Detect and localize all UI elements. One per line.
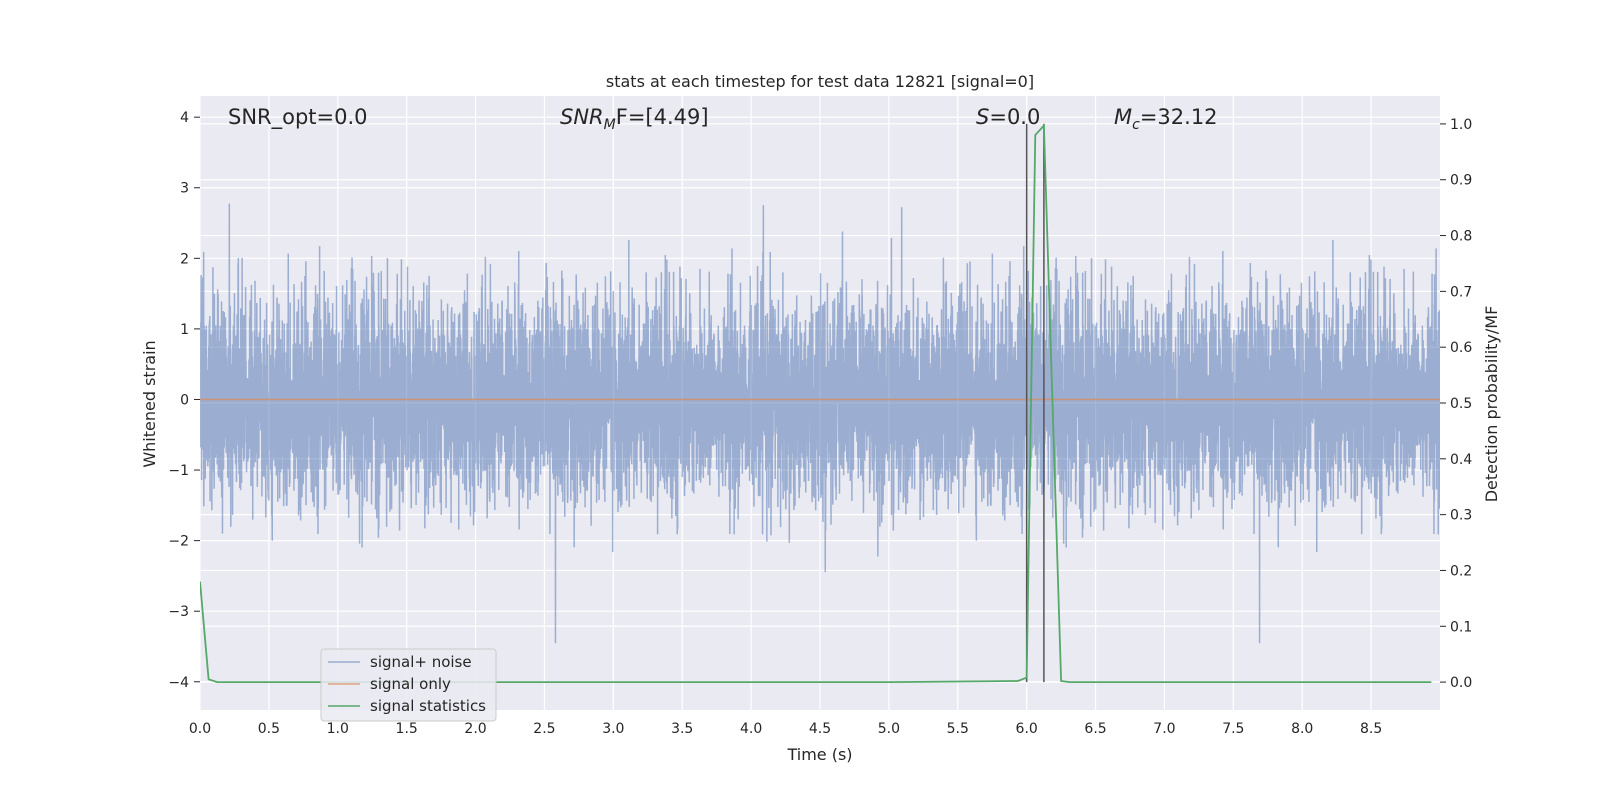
legend-label-noise: signal+ noise [370, 653, 472, 671]
annotation-s-symbol: S [976, 105, 989, 129]
x-tick-label: 5.5 [947, 721, 969, 737]
annotation-snr-opt: SNR_opt=0.0 [228, 105, 368, 130]
annotations: SNR_opt=0.0 SNRMF=[4.49] S=0.0 Mc=32.12 [228, 105, 1218, 133]
y-tick-label: 1 [180, 322, 189, 338]
y2-tick-label: 0.5 [1450, 396, 1472, 412]
y2-tick-label: 0.8 [1450, 229, 1472, 245]
x-axis: 0.0 0.5 1.0 1.5 2.0 2.5 3.0 3.5 4.0 4.5 5.0 5.5 6.0 6… [189, 721, 1382, 737]
y-tick-label: 0 [180, 392, 189, 408]
y2-tick-label: 0.3 [1450, 508, 1472, 524]
annotation-s: S=0.0 [976, 105, 1040, 129]
noise-line [200, 203, 1440, 644]
y2-tick-label: 0.4 [1450, 452, 1472, 468]
y2-tick-label: 0.0 [1450, 675, 1472, 691]
x-tick-label: 1.5 [396, 721, 418, 737]
x-axis-label: Time (s) [786, 745, 852, 764]
y-tick-label: −1 [168, 463, 189, 479]
x-tick-label: 4.0 [740, 721, 762, 737]
y2-tick-label: 0.6 [1450, 340, 1472, 356]
x-tick-label: 4.5 [809, 721, 831, 737]
annotation-mc-symbol: M [1114, 105, 1132, 129]
series-signal-statistics [200, 123, 1432, 683]
y-tick-label: −4 [168, 675, 189, 691]
x-tick-label: 2.0 [464, 721, 486, 737]
y2-tick-label: 0.1 [1450, 619, 1472, 635]
legend-box [320, 648, 497, 722]
y-axis-right: 1.0 0.9 0.8 0.7 0.6 0.5 0.4 0.3 0.2 0.1 0.0 [1440, 117, 1472, 691]
y2-axis-label: Detection probability/MF [1482, 306, 1501, 503]
legend-label-signal: signal only [370, 675, 451, 693]
chart-title: stats at each timestep for test data 128… [606, 72, 1034, 91]
annotation-snr-mf-symbol: SNR [560, 105, 604, 129]
legend-label-stats: signal statistics [370, 697, 486, 715]
legend: signal+ noise signal only signal statist… [320, 648, 497, 722]
x-tick-label: 8.0 [1291, 721, 1313, 737]
x-tick-label: 0.0 [189, 721, 211, 737]
annotation-snr-mf-sub: M [604, 117, 616, 133]
y2-tick-label: 0.7 [1450, 284, 1472, 300]
x-tick-label: 3.5 [671, 721, 693, 737]
x-tick-label: 1.0 [327, 721, 349, 737]
x-tick-label: 7.5 [1222, 721, 1244, 737]
x-tick-label: 8.5 [1360, 721, 1382, 737]
x-tick-label: 3.0 [602, 721, 624, 737]
x-tick-label: 2.5 [533, 721, 555, 737]
vertical-markers [1025, 123, 1045, 683]
y-tick-label: 4 [180, 110, 189, 126]
y-tick-label: −3 [168, 604, 189, 620]
y-tick-label: −2 [168, 534, 189, 550]
y2-tick-label: 0.9 [1450, 173, 1472, 189]
annotation-mc-rest: =32.12 [1140, 105, 1218, 129]
y-axis-left: 4 3 2 1 0 −1 −2 −3 −4 [168, 110, 200, 691]
y-tick-label: 3 [180, 181, 189, 197]
x-tick-label: 7.0 [1153, 721, 1175, 737]
y-tick-label: 2 [180, 251, 189, 267]
y2-tick-label: 0.2 [1450, 563, 1472, 579]
x-tick-label: 5.0 [878, 721, 900, 737]
annotation-snr-mf-rest: F=[4.49] [616, 105, 709, 129]
y2-tick-label: 1.0 [1450, 117, 1472, 133]
annotation-s-rest: =0.0 [989, 105, 1040, 129]
x-tick-label: 0.5 [258, 721, 280, 737]
stats-line [200, 123, 1432, 683]
annotation-mc: Mc=32.12 [1114, 105, 1218, 133]
x-tick-label: 6.0 [1016, 721, 1038, 737]
annotation-snr-mf: SNRMF=[4.49] [560, 105, 709, 133]
series-signal-plus-noise [200, 203, 1440, 644]
annotation-mc-sub: c [1132, 117, 1140, 133]
x-tick-label: 6.5 [1084, 721, 1106, 737]
y-axis-label: Whitened strain [140, 340, 159, 467]
